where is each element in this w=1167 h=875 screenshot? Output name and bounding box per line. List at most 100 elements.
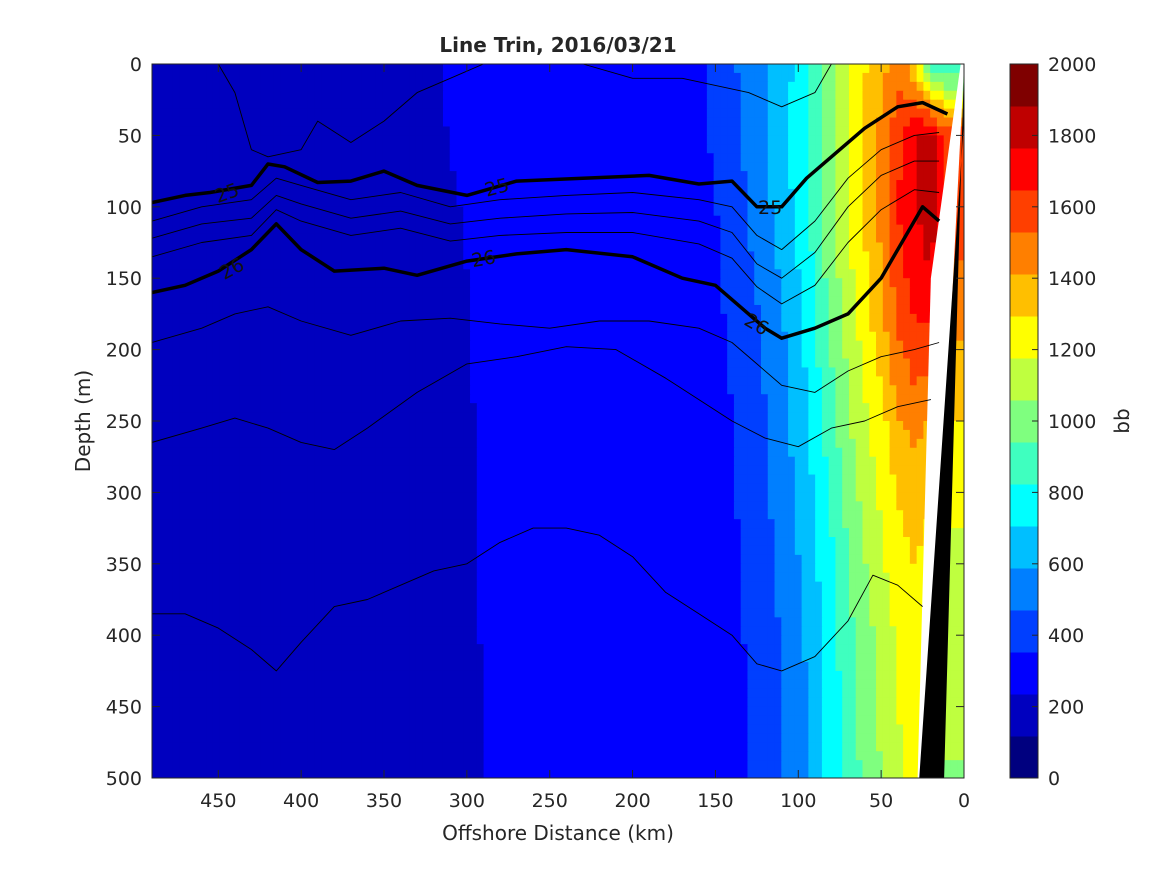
field-cell xyxy=(429,385,437,395)
field-cell xyxy=(429,162,437,172)
field-cell xyxy=(219,180,228,190)
field-cell xyxy=(869,126,877,136)
field-cell xyxy=(456,64,464,74)
field-cell xyxy=(490,171,498,181)
field-cell xyxy=(409,429,417,440)
field-cell xyxy=(307,269,315,279)
field-cell xyxy=(808,296,816,306)
field-cell xyxy=(429,260,437,270)
field-cell xyxy=(267,197,275,208)
field-cell xyxy=(815,180,823,190)
field-cell xyxy=(361,224,370,235)
field-cell xyxy=(382,81,390,92)
field-cell xyxy=(517,153,525,163)
field-cell xyxy=(666,358,674,369)
field-cell xyxy=(544,331,552,342)
field-cell xyxy=(625,331,634,342)
field-cell xyxy=(260,412,268,422)
field-cell xyxy=(659,340,667,351)
field-cell xyxy=(578,421,586,431)
field-cell xyxy=(179,153,187,163)
field-cell xyxy=(172,188,180,199)
field-cell xyxy=(341,224,349,235)
field-cell xyxy=(524,180,532,190)
field-cell xyxy=(645,304,654,315)
field-cell xyxy=(585,144,593,154)
field-cell xyxy=(246,287,255,297)
field-cell xyxy=(321,135,329,145)
field-cell xyxy=(652,233,661,244)
field-cell xyxy=(842,358,850,369)
field-cell xyxy=(152,135,160,145)
field-cell xyxy=(368,322,376,333)
field-cell xyxy=(801,144,809,154)
field-cell xyxy=(273,358,282,369)
field-cell xyxy=(226,296,234,306)
field-cell xyxy=(185,340,194,351)
field-cell xyxy=(219,215,228,226)
field-cell xyxy=(815,296,823,306)
field-cell xyxy=(314,367,322,377)
field-cell xyxy=(239,385,248,395)
field-cell xyxy=(341,385,349,395)
field-cell xyxy=(179,385,187,395)
field-cell xyxy=(476,367,485,377)
field-cell xyxy=(666,144,674,154)
field-cell xyxy=(673,90,681,101)
field-cell xyxy=(510,421,518,431)
field-cell xyxy=(767,322,776,333)
field-cell xyxy=(503,287,512,297)
field-cell xyxy=(645,349,654,360)
field-cell xyxy=(909,349,918,360)
field-cell xyxy=(483,331,491,342)
field-cell xyxy=(727,394,735,404)
field-cell xyxy=(558,278,566,288)
field-cell xyxy=(294,99,302,110)
field-cell xyxy=(192,412,200,422)
field-cell xyxy=(409,412,417,422)
field-cell xyxy=(591,224,600,235)
field-cell xyxy=(199,197,207,208)
field-cell xyxy=(618,72,627,83)
field-cell xyxy=(463,126,471,136)
field-cell xyxy=(212,322,221,333)
field-cell xyxy=(537,287,546,297)
field-cell xyxy=(280,81,288,92)
field-cell xyxy=(652,188,661,199)
field-cell xyxy=(821,162,830,172)
field-cell xyxy=(591,376,600,386)
field-cell xyxy=(679,197,688,208)
field-cell xyxy=(449,126,458,136)
field-cell xyxy=(233,242,241,253)
field-cell xyxy=(483,313,491,324)
field-cell xyxy=(395,188,403,199)
field-cell xyxy=(307,331,315,342)
field-cell xyxy=(666,304,674,315)
field-cell xyxy=(206,99,214,110)
field-cell xyxy=(754,72,762,83)
field-cell xyxy=(767,331,776,342)
field-cell xyxy=(409,349,417,360)
field-cell xyxy=(422,340,431,351)
field-cell xyxy=(212,117,221,128)
field-cell xyxy=(761,349,769,360)
field-cell xyxy=(212,385,221,395)
field-cell xyxy=(767,287,776,297)
field-cell xyxy=(700,304,708,315)
field-cell xyxy=(821,278,830,288)
field-cell xyxy=(267,385,275,395)
field-cell xyxy=(578,340,586,351)
field-cell xyxy=(409,99,417,110)
field-cell xyxy=(666,322,674,333)
field-cell xyxy=(578,349,586,360)
field-cell xyxy=(835,153,843,163)
field-cell xyxy=(510,72,518,83)
field-cell xyxy=(862,162,870,172)
field-cell xyxy=(314,412,322,422)
field-cell xyxy=(571,412,579,422)
field-cell xyxy=(206,117,214,128)
field-cell xyxy=(233,313,241,324)
field-cell xyxy=(612,188,620,199)
field-cell xyxy=(558,367,566,377)
field-cell xyxy=(172,260,180,270)
